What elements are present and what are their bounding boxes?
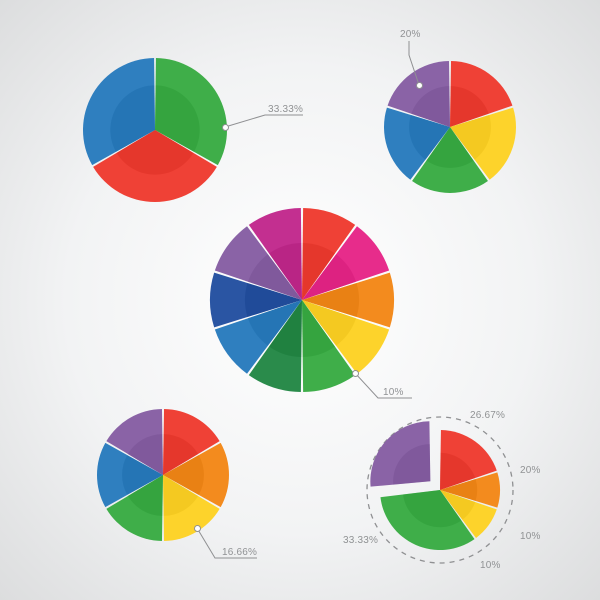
- callout-label: 33.33%: [268, 104, 303, 115]
- callout-label: 20%: [400, 29, 421, 40]
- pie-exploded: [350, 400, 530, 580]
- callout-label: 26.67%: [470, 410, 505, 421]
- callout-dot: [352, 370, 359, 377]
- callout-label: 10%: [520, 531, 541, 542]
- callout-dot: [194, 525, 201, 532]
- callout-label: 10%: [383, 387, 404, 398]
- callout-label: 16.66%: [222, 547, 257, 558]
- pie-6: [67, 379, 259, 571]
- callout-dot: [222, 124, 229, 131]
- callout-label: 33.33%: [343, 535, 378, 546]
- callout-dot: [416, 82, 423, 89]
- callout-label: 10%: [480, 560, 501, 571]
- callout-label: 20%: [520, 465, 541, 476]
